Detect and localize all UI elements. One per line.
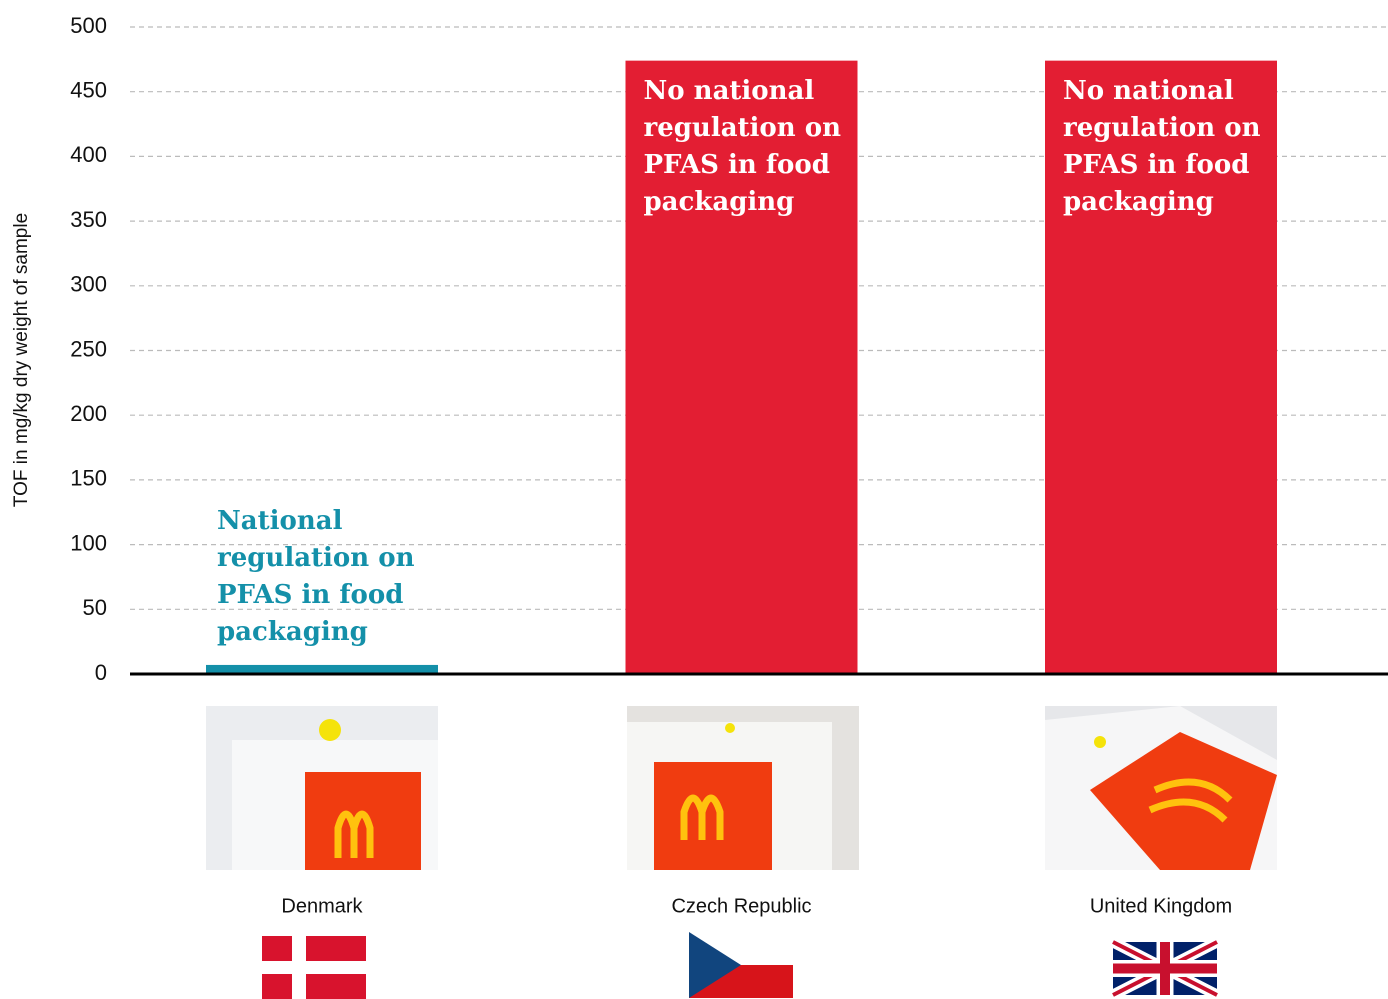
- y-tick-label: 50: [83, 595, 107, 620]
- flag-czech: [689, 932, 793, 998]
- photo: [206, 706, 438, 870]
- bar: [1045, 60, 1277, 675]
- y-tick-label: 200: [70, 401, 107, 426]
- x-tick-label: Czech Republic: [671, 895, 811, 917]
- y-tick-label: 100: [70, 530, 107, 555]
- x-tick-label: Denmark: [281, 895, 363, 917]
- y-tick-label: 150: [70, 466, 107, 491]
- y-tick-label: 250: [70, 336, 107, 361]
- photo: [1045, 706, 1277, 870]
- flags: [262, 932, 1220, 999]
- y-tick-label: 500: [70, 13, 107, 38]
- flag-denmark: [262, 936, 366, 999]
- x-tick-label: United Kingdom: [1090, 895, 1232, 917]
- annotation: No national regulation on PFAS in food p…: [1063, 75, 1261, 217]
- y-tick-label: 350: [70, 207, 107, 232]
- photo: [627, 706, 859, 870]
- y-axis-label: TOF in mg/kg dry weight of sample: [11, 213, 32, 507]
- y-tick-label: 450: [70, 78, 107, 103]
- packaging-photos: [206, 706, 1277, 870]
- bar: [625, 60, 858, 675]
- annotation: National regulation on PFAS in food pack…: [217, 505, 415, 647]
- flag-uk: [1110, 937, 1220, 999]
- annotation: No national regulation on PFAS in food p…: [643, 75, 841, 217]
- y-tick-label: 400: [70, 142, 107, 167]
- y-tick-label: 300: [70, 272, 107, 297]
- y-tick-label: 0: [95, 660, 107, 685]
- bar: [206, 664, 438, 674]
